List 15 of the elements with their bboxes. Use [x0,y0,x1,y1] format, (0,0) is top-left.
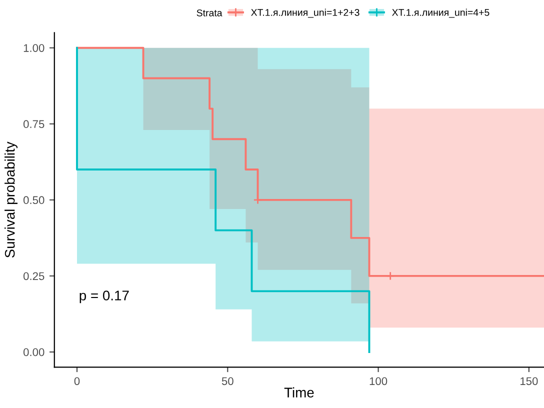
x-tick-label: 150 [520,377,538,386]
y-tick-label: 0.25 [23,272,44,280]
y-tick-label: 0.75 [23,120,44,128]
legend-label: XT.1.я.линия_uni=1+2+3 [251,8,360,18]
annotation: p = 0.17 [80,290,129,304]
y-axis-title: Survival probability [4,142,18,258]
y-tick-label: 0.00 [23,348,44,356]
x-tick-label: 50 [222,377,234,386]
x-axis-title: Time [284,387,314,398]
legend-label: XT.1.я.линия_uni=4+5 [392,8,490,18]
y-tick-label: 0.50 [23,196,44,204]
legend-title: Strata [196,9,222,16]
y-tick-label: 1.00 [24,44,44,52]
x-tick-label: 0 [74,377,80,386]
x-tick-label: 100 [370,377,388,386]
